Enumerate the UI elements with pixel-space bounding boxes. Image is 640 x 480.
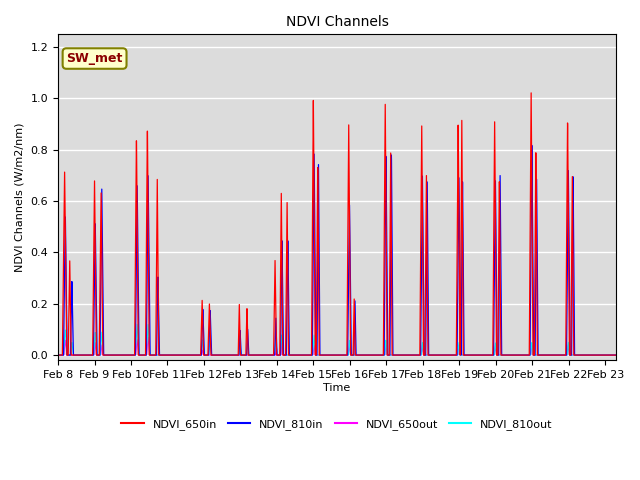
- NDVI_810out: [133, 322, 141, 327]
- NDVI_650out: [389, 352, 397, 358]
- NDVI_650in: [513, 352, 521, 358]
- NDVI_650out: [417, 352, 425, 358]
- NDVI_650out: [156, 352, 163, 358]
- NDVI_810out: [470, 352, 478, 358]
- NDVI_650out: [470, 352, 478, 358]
- NDVI_810in: [268, 352, 275, 358]
- Line: NDVI_650out: NDVI_650out: [58, 337, 616, 355]
- NDVI_650out: [54, 352, 62, 358]
- NDVI_650in: [470, 352, 478, 358]
- NDVI_650in: [389, 352, 397, 358]
- NDVI_810in: [54, 352, 62, 358]
- NDVI_810in: [156, 350, 163, 356]
- NDVI_650in: [612, 352, 620, 358]
- NDVI_650in: [527, 90, 535, 96]
- NDVI_810out: [513, 352, 521, 358]
- Y-axis label: NDVI Channels (W/m2/nm): NDVI Channels (W/m2/nm): [15, 122, 25, 272]
- NDVI_650out: [513, 352, 521, 358]
- NDVI_810out: [268, 352, 275, 358]
- Line: NDVI_810in: NDVI_810in: [58, 145, 616, 355]
- NDVI_810out: [389, 352, 397, 358]
- Title: NDVI Channels: NDVI Channels: [285, 15, 388, 29]
- NDVI_650in: [156, 352, 163, 358]
- NDVI_650in: [417, 210, 425, 216]
- X-axis label: Time: Time: [323, 383, 351, 393]
- Legend: NDVI_650in, NDVI_810in, NDVI_650out, NDVI_810out: NDVI_650in, NDVI_810in, NDVI_650out, NDV…: [117, 415, 557, 434]
- Line: NDVI_810out: NDVI_810out: [58, 324, 616, 355]
- NDVI_810in: [417, 316, 425, 322]
- NDVI_810out: [156, 352, 163, 358]
- Text: SW_met: SW_met: [67, 52, 123, 65]
- NDVI_810in: [528, 143, 536, 148]
- NDVI_810in: [612, 352, 620, 358]
- NDVI_810out: [54, 352, 62, 358]
- NDVI_810out: [612, 352, 620, 358]
- NDVI_810out: [417, 352, 425, 358]
- NDVI_650in: [54, 352, 62, 358]
- NDVI_810in: [470, 352, 478, 358]
- NDVI_650out: [268, 352, 275, 358]
- NDVI_650out: [144, 334, 152, 340]
- Line: NDVI_650in: NDVI_650in: [58, 93, 616, 355]
- NDVI_650out: [612, 352, 620, 358]
- NDVI_650in: [268, 352, 275, 358]
- NDVI_810in: [513, 352, 521, 358]
- NDVI_810in: [389, 330, 397, 336]
